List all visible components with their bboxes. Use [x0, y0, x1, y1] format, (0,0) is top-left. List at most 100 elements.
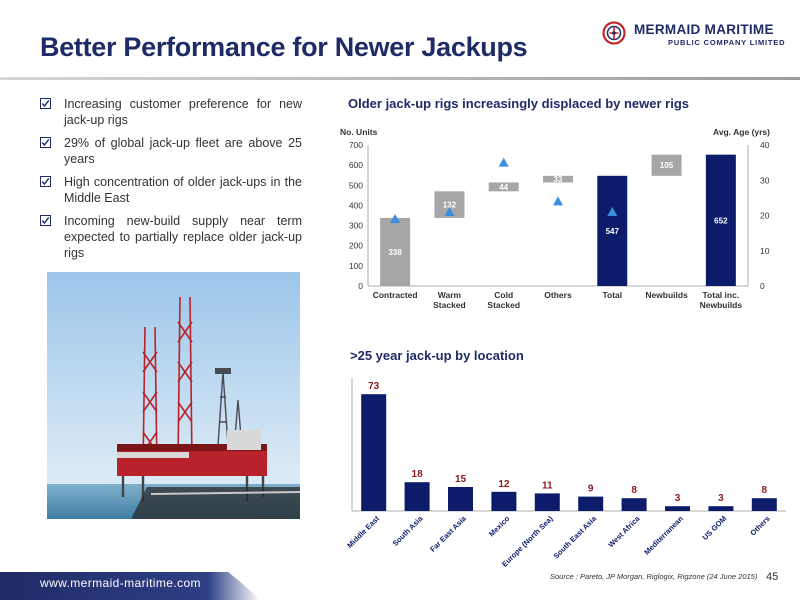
bullet-text: Incoming new-build supply near term expe…	[64, 214, 302, 260]
axis-label-right: Avg. Age (yrs)	[713, 127, 770, 137]
logo-mark-icon	[602, 21, 626, 45]
x-tick-label: Warm	[438, 290, 462, 300]
data-label: 105	[660, 161, 674, 170]
data-label: 15	[455, 474, 467, 485]
y-tick-label-left: 400	[349, 200, 363, 210]
bar-total	[597, 175, 628, 286]
x-tick-label: Total	[602, 290, 622, 300]
x-tick-label: Others	[748, 514, 771, 537]
data-label: 12	[498, 479, 510, 490]
x-tick-label: South East Asia	[552, 513, 599, 560]
company-logo: MERMAID MARITIME PUBLIC COMPANY LIMITED	[602, 20, 792, 50]
y-tick-label-right: 30	[760, 175, 770, 185]
checkbox-icon	[40, 176, 51, 187]
avg-age-marker	[498, 157, 509, 167]
title-divider	[0, 77, 800, 80]
bar-cold-stacked	[488, 182, 519, 192]
checkbox-icon	[40, 137, 51, 148]
header: Better Performance for Newer Jackups MER…	[0, 0, 800, 80]
bullet-text: High concentration of older jack-ups in …	[64, 175, 302, 205]
x-tick-label: Stacked	[487, 300, 520, 310]
bar-newbuilds	[651, 154, 682, 176]
checkbox-icon	[40, 98, 51, 109]
bar-us-gom	[708, 506, 734, 511]
x-tick-label: Mediterranean	[642, 514, 685, 557]
bullet-text: Increasing customer preference for new j…	[64, 97, 302, 127]
y-tick-label-left: 600	[349, 160, 363, 170]
avg-age-marker	[553, 196, 563, 206]
checkbox-icon	[40, 215, 51, 226]
data-label: 3	[718, 493, 724, 504]
x-tick-label: Mexico	[487, 514, 512, 539]
data-label: 18	[412, 469, 424, 480]
x-tick-label: Others	[544, 290, 572, 300]
bar-middle-east	[361, 394, 387, 511]
bar-others	[543, 175, 573, 183]
x-tick-label: Cold	[494, 290, 513, 300]
avg-age-marker	[390, 214, 401, 224]
y-tick-label-left: 100	[349, 261, 363, 271]
data-label: 8	[762, 485, 768, 496]
chart-title-rig-displacement: Older jack-up rigs increasingly displace…	[348, 96, 690, 111]
data-label: 338	[388, 248, 402, 257]
y-tick-label-right: 20	[760, 211, 770, 221]
bullet-item: High concentration of older jack-ups in …	[40, 174, 302, 206]
data-label: 73	[368, 381, 380, 392]
bar-far-east-asia	[448, 487, 473, 511]
x-tick-label: Middle East	[345, 514, 381, 550]
page-title: Better Performance for Newer Jackups	[40, 32, 528, 62]
y-tick-label-right: 10	[760, 246, 770, 256]
bullet-text: 29% of global jack-up fleet are above 25…	[64, 136, 302, 166]
source-note: Source : Pareto, JP Morgan, Riglogix, Ri…	[550, 572, 758, 581]
y-tick-label-right: 40	[760, 140, 770, 150]
y-tick-label-left: 500	[349, 180, 363, 190]
jackup-rig-photo	[47, 272, 300, 519]
bar-mexico	[491, 491, 517, 511]
waterfall-chart: No. Units Avg. Age (yrs)01002003004005006…	[340, 127, 770, 310]
chart-title-location: >25 year jack-up by location	[350, 348, 524, 363]
data-label: 11	[542, 480, 553, 491]
x-tick-label: West Africa	[606, 513, 642, 549]
y-tick-label-right: 0	[760, 281, 765, 291]
y-tick-label-left: 200	[349, 241, 363, 251]
footer-url: www.mermaid-maritime.com	[40, 576, 201, 590]
bar-europe-north-sea-	[534, 493, 560, 511]
y-tick-label-left: 0	[358, 281, 363, 291]
bar-total-inc-newbuilds	[705, 154, 736, 286]
data-label: 8	[631, 485, 637, 496]
page-number: 45	[766, 571, 779, 583]
logo-company-name: MERMAID MARITIME	[634, 22, 774, 37]
y-tick-label-left: 300	[349, 221, 363, 231]
location-bar-chart: 73 Middle East 18 South Asia 15 Far East Asia…	[345, 378, 786, 568]
bar-contracted	[380, 217, 411, 286]
x-tick-label: South Asia	[391, 513, 425, 547]
data-label: 44	[499, 183, 508, 192]
x-tick-label: Total inc.	[703, 290, 740, 300]
bar-mediterranean	[665, 506, 690, 511]
data-label: 652	[714, 216, 728, 225]
data-label: 9	[588, 484, 594, 495]
bullet-item: 29% of global jack-up fleet are above 25…	[40, 135, 302, 167]
data-label: 3	[675, 493, 681, 504]
data-label: 547	[606, 227, 620, 236]
avg-age-marker	[444, 206, 455, 216]
bullet-list: Increasing customer preference for new j…	[40, 96, 302, 268]
avg-age-marker	[607, 206, 618, 216]
data-label: 33	[554, 175, 563, 184]
footer-bar	[0, 572, 260, 600]
x-tick-label: US GOM	[700, 514, 728, 542]
x-tick-label: Newbuilds	[645, 290, 688, 300]
bar-south-asia	[404, 482, 430, 511]
bar-south-east-asia	[578, 496, 604, 511]
logo-company-subtitle: PUBLIC COMPANY LIMITED	[668, 38, 786, 47]
x-tick-label: Contracted	[373, 290, 418, 300]
axis-label-left: No. Units	[340, 127, 378, 137]
bar-west-africa	[621, 498, 647, 511]
bullet-item: Increasing customer preference for new j…	[40, 96, 302, 128]
x-tick-label: Far East Asia	[428, 513, 468, 553]
data-label: 132	[443, 201, 457, 210]
x-tick-label: Stacked	[433, 300, 466, 310]
bullet-item: Incoming new-build supply near term expe…	[40, 213, 302, 261]
y-tick-label-left: 700	[349, 140, 363, 150]
x-tick-label: Newbuilds	[700, 300, 743, 310]
